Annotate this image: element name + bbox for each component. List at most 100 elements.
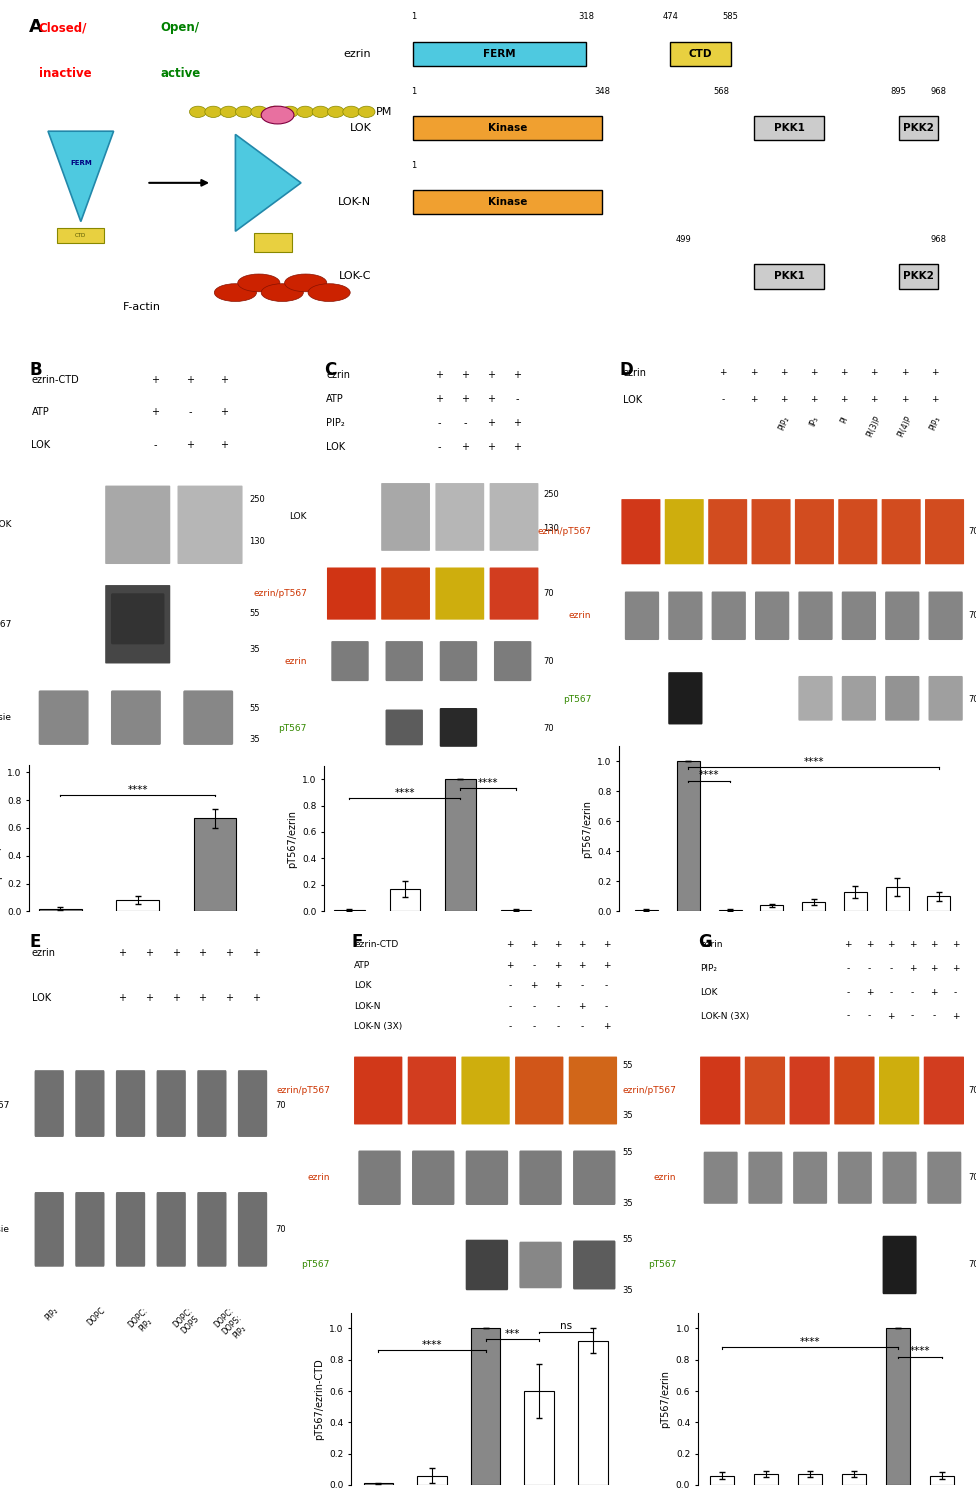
Text: PI(3)P: PI(3)P [866, 416, 883, 440]
Bar [363, 1484, 393, 1485]
Text: -: - [532, 1023, 536, 1032]
Ellipse shape [205, 106, 222, 117]
Text: 1: 1 [411, 12, 416, 21]
FancyBboxPatch shape [116, 1192, 145, 1266]
Text: ezrin: ezrin [701, 940, 723, 950]
Text: PKK1: PKK1 [774, 123, 804, 134]
Text: +: + [909, 964, 916, 974]
Text: +: + [602, 1023, 610, 1032]
Text: pT567: pT567 [278, 724, 306, 734]
Text: Closed/: Closed/ [39, 21, 87, 34]
Text: LOK: LOK [31, 441, 51, 450]
Text: +: + [530, 940, 538, 950]
FancyBboxPatch shape [327, 567, 376, 620]
Text: 55: 55 [622, 1234, 632, 1244]
Text: 130: 130 [249, 537, 264, 546]
Text: -: - [846, 1011, 850, 1020]
Text: +: + [172, 993, 180, 1004]
Text: +: + [487, 419, 495, 428]
Text: ns: ns [560, 1322, 572, 1330]
FancyBboxPatch shape [386, 640, 423, 681]
Text: -: - [911, 988, 915, 998]
FancyBboxPatch shape [358, 1150, 401, 1204]
Text: DOPC:
PIP₂: DOPC: PIP₂ [126, 1306, 157, 1336]
Text: +: + [840, 368, 848, 376]
Text: 35: 35 [622, 1286, 632, 1294]
Text: 70: 70 [968, 1260, 976, 1269]
Text: +: + [487, 394, 495, 404]
Ellipse shape [262, 106, 294, 124]
FancyBboxPatch shape [519, 1150, 562, 1204]
Text: LOK: LOK [31, 993, 51, 1004]
Text: +: + [930, 964, 938, 974]
FancyBboxPatch shape [745, 1056, 785, 1125]
Text: ezrin: ezrin [31, 948, 56, 957]
Text: +: + [780, 394, 788, 404]
Ellipse shape [215, 284, 257, 302]
Text: +: + [719, 368, 727, 376]
Bar [445, 778, 475, 912]
Text: -: - [846, 988, 850, 998]
Text: +: + [750, 394, 757, 404]
FancyBboxPatch shape [753, 116, 825, 140]
Text: -: - [153, 441, 157, 450]
Text: ezrin-CTD: ezrin-CTD [354, 940, 398, 950]
Text: PKK2: PKK2 [903, 272, 934, 282]
Text: 70: 70 [275, 1226, 286, 1234]
Text: +: + [435, 370, 443, 380]
Text: ezrin: ezrin [326, 370, 350, 380]
Text: -: - [889, 964, 893, 974]
FancyBboxPatch shape [882, 1236, 916, 1294]
FancyBboxPatch shape [622, 500, 661, 564]
Text: DOPC:
DOPS:
PIP₂: DOPC: DOPS: PIP₂ [213, 1306, 251, 1344]
FancyBboxPatch shape [928, 676, 962, 720]
Text: -: - [721, 394, 725, 404]
Text: D: D [619, 362, 633, 380]
Text: pT567: pT567 [0, 620, 12, 628]
Text: 35: 35 [622, 1198, 632, 1208]
Text: 250: 250 [544, 490, 559, 500]
Text: -: - [556, 1002, 559, 1011]
Text: +: + [931, 368, 938, 376]
FancyBboxPatch shape [755, 591, 790, 640]
FancyBboxPatch shape [794, 500, 834, 564]
Text: 348: 348 [594, 87, 610, 96]
FancyBboxPatch shape [798, 676, 833, 720]
Text: 130: 130 [544, 525, 559, 534]
Text: 35: 35 [249, 645, 260, 654]
Text: 568: 568 [713, 87, 729, 96]
Bar [760, 906, 784, 912]
FancyBboxPatch shape [183, 690, 233, 746]
Bar [927, 897, 951, 912]
Text: +: + [513, 442, 521, 453]
Text: 895: 895 [891, 87, 907, 96]
Text: PIP₂: PIP₂ [777, 416, 791, 432]
Text: -: - [605, 1002, 608, 1011]
Text: -: - [437, 442, 441, 453]
Text: pT567: pT567 [302, 1260, 330, 1269]
Text: LOK: LOK [623, 394, 642, 405]
Text: +: + [185, 375, 194, 384]
Text: 1: 1 [411, 160, 416, 170]
FancyBboxPatch shape [753, 264, 825, 288]
FancyBboxPatch shape [573, 1150, 616, 1204]
FancyBboxPatch shape [899, 264, 938, 288]
FancyBboxPatch shape [665, 500, 704, 564]
Text: +: + [810, 368, 818, 376]
Text: inactive: inactive [39, 66, 92, 80]
Text: +: + [506, 940, 513, 950]
Bar [116, 900, 159, 912]
Bar [802, 903, 825, 912]
Text: +: + [844, 940, 852, 950]
FancyBboxPatch shape [435, 483, 484, 550]
Text: PIP₂: PIP₂ [43, 1306, 60, 1323]
FancyBboxPatch shape [573, 1240, 616, 1290]
Text: +: + [952, 940, 959, 950]
FancyBboxPatch shape [408, 1056, 456, 1125]
Bar [885, 888, 909, 912]
Text: E: E [29, 933, 41, 951]
Text: 70: 70 [544, 724, 554, 734]
Text: -: - [605, 981, 608, 990]
FancyBboxPatch shape [671, 42, 730, 66]
Text: -: - [932, 1011, 936, 1020]
